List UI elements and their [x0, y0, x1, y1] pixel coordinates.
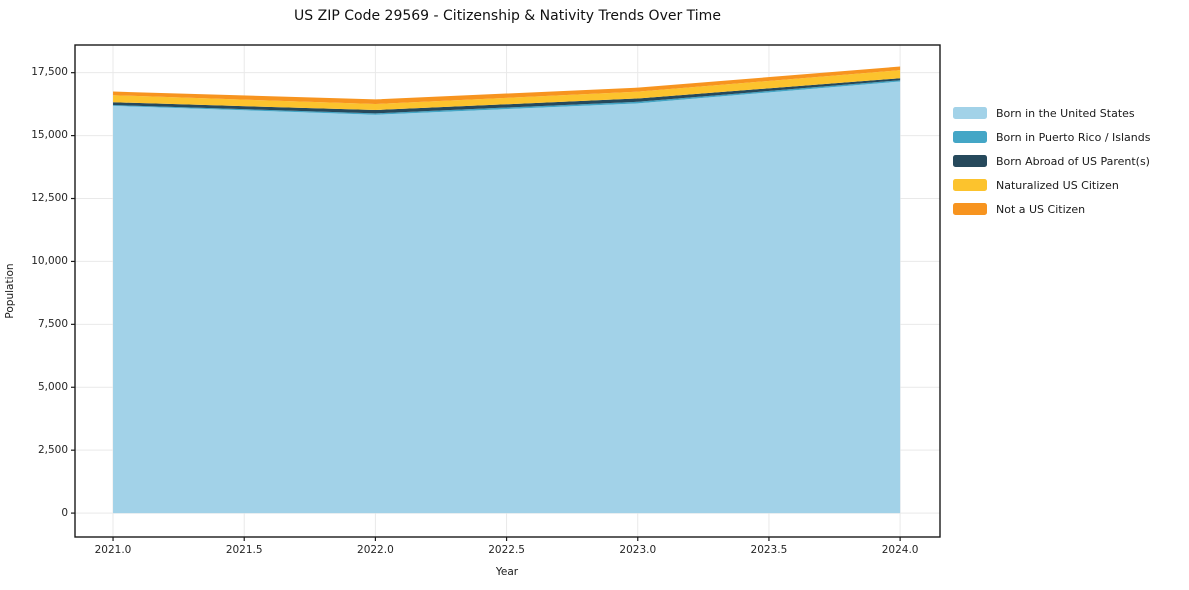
legend-item: Born Abroad of US Parent(s) [953, 149, 1150, 173]
legend: Born in the United States Born in Puerto … [953, 101, 1150, 221]
y-tick-label: 0 [61, 506, 68, 519]
legend-item: Naturalized US Citizen [953, 173, 1150, 197]
legend-swatch-icon [953, 131, 987, 143]
plot-frame [74, 44, 941, 538]
legend-label: Not a US Citizen [996, 202, 1086, 216]
x-tick-label: 2024.0 [881, 544, 919, 556]
legend-swatch-icon [953, 203, 987, 215]
x-tick-label: 2022.0 [357, 544, 394, 556]
y-tick-label: 7,500 [37, 317, 68, 330]
y-tick-label: 15,000 [31, 129, 68, 142]
legend-swatch-icon [953, 107, 987, 119]
y-tick-label: 5,000 [37, 380, 68, 393]
y-tick-label: 17,500 [31, 66, 68, 79]
y-tick-label: 10,000 [31, 254, 68, 267]
x-axis-label: Year [495, 566, 519, 578]
y-tick-label: 12,500 [31, 192, 68, 204]
x-tick-label: 2023.5 [750, 544, 788, 556]
area-naturalized-us-citizen [113, 70, 901, 111]
area-born-in-the-united-states [113, 81, 901, 514]
y-tick-label: 2,500 [37, 443, 68, 456]
legend-label: Born Abroad of US Parent(s) [996, 154, 1150, 168]
legend-label: Born in the United States [996, 106, 1135, 120]
x-tick-label: 2021.5 [225, 544, 263, 556]
chart-title: US ZIP Code 29569 - Citizenship & Nativi… [294, 8, 721, 24]
area-not-a-us-citizen [113, 66, 901, 105]
y-axis-label: Population [4, 263, 16, 319]
area-born-abroad-of-us-parent-s [113, 78, 901, 114]
legend-swatch-icon [953, 179, 987, 191]
legend-label: Naturalized US Citizen [996, 178, 1119, 192]
legend-item: Born in Puerto Rico / Islands [953, 125, 1150, 149]
x-tick-label: 2021.0 [94, 544, 132, 556]
legend-item: Born in the United States [953, 101, 1150, 125]
legend-item: Not a US Citizen [953, 197, 1150, 221]
legend-swatch-icon [953, 155, 987, 167]
area-born-in-puerto-rico-islands [113, 80, 901, 115]
x-tick-label: 2022.5 [488, 544, 525, 556]
legend-label: Born in Puerto Rico / Islands [996, 130, 1151, 144]
x-tick-label: 2023.0 [619, 544, 657, 556]
